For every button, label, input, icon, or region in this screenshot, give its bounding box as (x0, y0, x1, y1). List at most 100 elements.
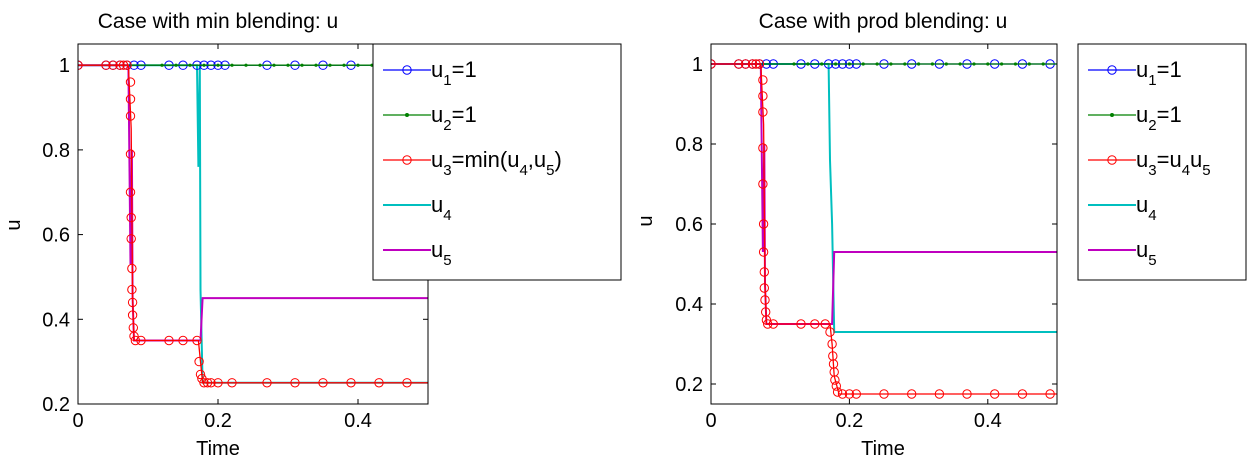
x-tick-label: 0 (72, 410, 83, 432)
legend-marker-1 (1107, 65, 1117, 75)
legend-text-part: 4 (1182, 162, 1190, 179)
y-tick-label: 1 (59, 55, 70, 77)
series-point-3 (758, 91, 768, 101)
legend-text-part: 5 (443, 252, 451, 269)
series-point-3 (827, 339, 837, 349)
series-point-3 (101, 60, 111, 70)
y-axis-label: u (635, 215, 657, 226)
series-point-3 (290, 378, 300, 388)
legend-entry-4: u4 (431, 192, 452, 224)
series-point-3 (346, 378, 356, 388)
series-point-2 (820, 62, 824, 66)
legend-entry-3: u3=u4u5 (1136, 147, 1211, 179)
series-point-2 (1013, 62, 1018, 66)
series-point-2 (230, 63, 234, 67)
y-tick-label: 0.8 (42, 140, 70, 162)
plot-area (711, 59, 1057, 399)
series-point-3 (711, 59, 716, 69)
series-point-2 (328, 63, 332, 67)
series-point-2 (244, 63, 248, 67)
series-point-2 (258, 63, 262, 67)
legend-text-part: 4 (443, 207, 451, 224)
series-point-2 (834, 62, 838, 66)
series-point-3 (820, 319, 830, 329)
legend-marker-2 (405, 113, 409, 117)
x-tick-label: 0 (705, 410, 716, 432)
legend-text-part: =min(u (452, 147, 520, 172)
y-tick-label: 0.4 (675, 294, 703, 316)
series-point-3 (758, 247, 769, 257)
series-point-2 (917, 62, 921, 66)
series-point-3 (934, 389, 945, 399)
series-point-3 (125, 77, 136, 87)
legend-text-part: 2 (443, 117, 451, 134)
series-point-3 (199, 378, 209, 388)
series-point-2 (806, 62, 810, 66)
series-point-3 (758, 143, 768, 153)
series-point-3 (734, 59, 744, 69)
legend-text-part: u (431, 57, 443, 82)
legend-text-part: 5 (1148, 252, 1156, 269)
legend-text-part: u (431, 147, 443, 172)
series-point-3 (126, 234, 136, 244)
series-point-3 (763, 319, 773, 329)
series-line-3 (78, 64, 428, 384)
legend-marker-1 (402, 65, 412, 75)
legend-entry-5: u5 (431, 237, 452, 269)
series-point-3 (126, 212, 136, 223)
legend-text-part: 4 (519, 162, 527, 179)
legend-text-part: =1 (452, 57, 477, 82)
series-point-3 (125, 94, 136, 104)
series-point-3 (130, 335, 141, 346)
series-point-3 (262, 378, 272, 388)
legend-text-part: 3 (1148, 162, 1156, 179)
chart-title: Case with prod blending: u (759, 10, 1008, 33)
series-point-3 (402, 378, 412, 388)
legend-text-part: u (431, 192, 443, 217)
series-point-3 (1017, 389, 1028, 399)
series-point-3 (990, 389, 1000, 399)
legend-text-part: =1 (1157, 102, 1182, 127)
legend-entry-1: u1=1 (1136, 57, 1182, 89)
plot-background (78, 44, 428, 404)
series-point-3 (318, 378, 328, 388)
legend-text-part: =1 (452, 102, 477, 127)
legend-text-part: u (1190, 147, 1202, 172)
series-point-2 (1041, 62, 1045, 66)
legend-text-part: u (1136, 57, 1148, 82)
series-point-3 (206, 378, 216, 388)
x-tick-label: 0.4 (974, 410, 1002, 432)
series-point-2 (342, 63, 346, 67)
series-point-3 (374, 378, 384, 388)
series-point-3 (227, 378, 237, 388)
y-tick-label: 0.4 (42, 309, 70, 331)
series-point-3 (127, 310, 138, 320)
series-point-3 (758, 107, 768, 117)
y-tick-label: 0.8 (675, 134, 703, 156)
series-point-2 (847, 62, 852, 66)
series-point-2 (202, 63, 206, 67)
series-point-3 (740, 59, 751, 69)
legend-text-part: ,u (528, 147, 546, 172)
x-axis-label: Time (861, 438, 905, 460)
legend-marker-2 (1110, 113, 1114, 117)
legend-text-part: u (1136, 102, 1148, 127)
series-point-3 (754, 59, 765, 69)
series-point-3 (830, 375, 840, 385)
series-point-3 (122, 60, 132, 70)
y-axis-label: u (3, 219, 25, 230)
legend-entry-1: u1=1 (431, 57, 477, 89)
series-point-2 (216, 63, 220, 67)
legend-text-part: u (1136, 237, 1148, 262)
x-axis-label: Time (196, 438, 240, 460)
series-point-3 (164, 335, 174, 346)
x-tick-label: 0.2 (835, 410, 863, 432)
chart-prod-blending: Case with prod blending: u Time u 0 0.2 0.… (635, 10, 1247, 460)
series-point-3 (761, 315, 772, 325)
series-point-3 (192, 335, 202, 346)
series-point-3 (879, 389, 889, 399)
series-point-2 (356, 63, 360, 67)
x-tick-label: 0.4 (344, 410, 372, 432)
legend-text-part: =u (1157, 147, 1182, 172)
